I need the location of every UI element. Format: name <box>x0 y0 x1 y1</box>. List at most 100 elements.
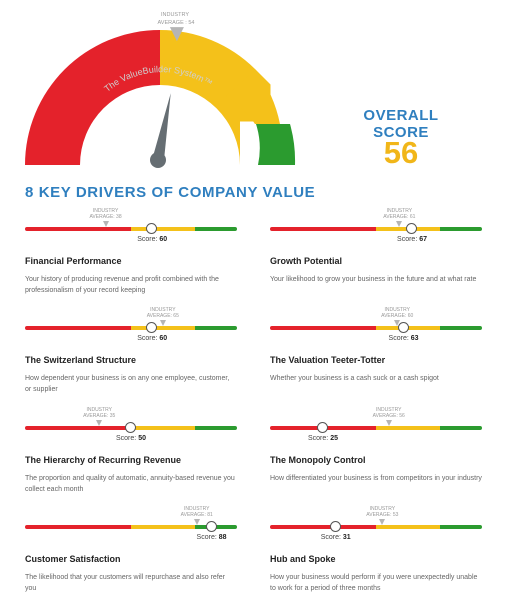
average-label: AVERAGE: 38 <box>89 214 122 220</box>
score-bar <box>270 326 482 330</box>
driver-description: How your business would perform if you w… <box>270 574 478 592</box>
score-text: Score: 67 <box>377 236 447 243</box>
gauge-needle-hub <box>150 152 166 168</box>
score-marker <box>205 521 217 532</box>
driver-description: Whether your business is a cash suck or … <box>270 375 439 382</box>
driver-description: The likelihood that your customers will … <box>25 574 225 592</box>
industry-average-label: INDUSTRY AVERAGE: 61 <box>369 208 429 220</box>
score-value: 60 <box>159 335 168 342</box>
score-bar <box>270 426 482 430</box>
bar-red-zone <box>25 326 131 330</box>
score-marker <box>125 422 136 433</box>
score-marker <box>406 223 418 234</box>
gauge-industry-marker <box>169 27 184 42</box>
score-label: Score: <box>196 534 217 541</box>
gauge-red-zone <box>25 30 160 165</box>
score-bar <box>25 426 237 430</box>
industry-average-marker <box>385 420 392 426</box>
score-text: Score: 60 <box>117 236 187 243</box>
overall-gauge: The ValueBuilder System™ INDUSTRY AVERAG… <box>25 12 296 168</box>
score-label: Score: <box>320 534 341 541</box>
average-label: AVERAGE: 53 <box>366 512 399 518</box>
gauge-average-label: AVERAGE : 54 <box>158 20 195 26</box>
score-label: Score: <box>137 236 158 243</box>
industry-average-marker <box>159 320 166 326</box>
bar-green-zone <box>439 227 482 231</box>
bar-yellow-zone <box>376 525 440 529</box>
industry-average-marker <box>379 519 386 525</box>
score-label: Score: <box>308 435 329 442</box>
bar-red-zone <box>25 426 131 430</box>
score-value: 31 <box>342 534 351 541</box>
driver-description: How differentiated your business is from… <box>270 475 482 482</box>
bar-yellow-zone <box>131 426 195 430</box>
industry-average-label: INDUSTRY AVERAGE: 53 <box>352 506 412 518</box>
industry-average-label: INDUSTRY AVERAGE: 35 <box>69 407 129 419</box>
industry-average-label: INDUSTRY AVERAGE: 81 <box>167 506 227 518</box>
score-label: Score: <box>116 435 137 442</box>
average-label: AVERAGE: 60 <box>381 313 414 319</box>
score-marker <box>146 322 158 333</box>
score-bar <box>270 525 482 529</box>
driver-name: The Valuation Teeter-Totter <box>270 355 386 365</box>
driver-name: Growth Potential <box>270 256 342 266</box>
score-bar <box>25 326 237 330</box>
driver-name: The Switzerland Structure <box>25 355 137 365</box>
industry-label: INDUSTRY <box>384 307 410 313</box>
industry-average-label: INDUSTRY AVERAGE: 38 <box>76 208 136 220</box>
bar-red-zone <box>270 525 376 529</box>
driver-valuation-teeter-totter: INDUSTRY AVERAGE: 60 Score: 63 The Valua… <box>270 307 482 399</box>
driver-growth-potential: INDUSTRY AVERAGE: 61 Score: 67 Growth Po… <box>270 208 482 300</box>
average-label: AVERAGE: 35 <box>83 413 116 419</box>
industry-label: INDUSTRY <box>375 407 402 413</box>
score-value: 50 <box>138 435 146 442</box>
score-text: Score: 50 <box>96 435 166 442</box>
score-text: Score: 88 <box>177 534 247 541</box>
bar-green-zone <box>439 426 482 430</box>
average-label: AVERAGE: 61 <box>383 214 416 220</box>
driver-hierarchy-recurring-revenue: INDUSTRY AVERAGE: 35 Score: 50 The Hiera… <box>25 407 237 499</box>
bar-green-zone <box>439 326 482 330</box>
driver-switzerland-structure: INDUSTRY AVERAGE: 65 Score: 60 The Switz… <box>25 307 237 399</box>
industry-label: INDUSTRY <box>369 506 396 512</box>
gauge-needle <box>152 93 171 160</box>
section-title: 8 KEY DRIVERS OF COMPANY VALUE <box>25 184 316 201</box>
bar-green-zone <box>194 426 237 430</box>
driver-description: Your history of producing revenue and pr… <box>25 276 219 294</box>
average-label: AVERAGE: 81 <box>180 512 213 518</box>
score-label: Score: <box>137 335 158 342</box>
score-bar <box>270 227 482 231</box>
industry-average-marker <box>102 221 109 227</box>
average-label: AVERAGE: 56 <box>372 413 405 419</box>
score-marker <box>397 322 409 333</box>
industry-label: INDUSTRY <box>183 506 210 512</box>
driver-description: How dependent your business is on any on… <box>25 375 230 393</box>
score-label: Score: <box>388 335 409 342</box>
industry-label: INDUSTRY <box>150 307 176 313</box>
score-bar <box>25 227 237 231</box>
driver-monopoly-control: INDUSTRY AVERAGE: 56 Score: 25 The Monop… <box>270 407 482 499</box>
driver-name: Hub and Spoke <box>270 554 336 564</box>
bar-yellow-zone <box>131 525 195 529</box>
industry-average-marker <box>193 519 200 525</box>
overall-score-value: 56 <box>383 135 419 170</box>
driver-name: Customer Satisfaction <box>25 554 121 564</box>
gauge-industry-label: INDUSTRY <box>161 12 189 18</box>
industry-label: INDUSTRY <box>86 407 112 413</box>
gauge-yellow-zone <box>160 29 271 166</box>
industry-average-marker <box>396 221 403 227</box>
score-text: Score: 63 <box>369 335 439 342</box>
score-marker <box>329 521 341 532</box>
bar-green-zone <box>439 525 482 529</box>
driver-name: The Monopoly Control <box>270 455 366 465</box>
bar-yellow-zone <box>376 426 440 430</box>
industry-label: INDUSTRY <box>386 208 413 214</box>
score-text: Score: 60 <box>117 335 187 342</box>
bar-red-zone <box>270 227 376 231</box>
overall-score-label: OVERALL SCORE <box>363 107 439 141</box>
driver-name: Financial Performance <box>25 256 122 266</box>
driver-description: The proportion and quality of automatic,… <box>25 475 235 493</box>
gauge-green-zone <box>256 124 296 165</box>
average-label: AVERAGE: 65 <box>146 313 179 319</box>
driver-name: The Hierarchy of Recurring Revenue <box>25 455 182 465</box>
